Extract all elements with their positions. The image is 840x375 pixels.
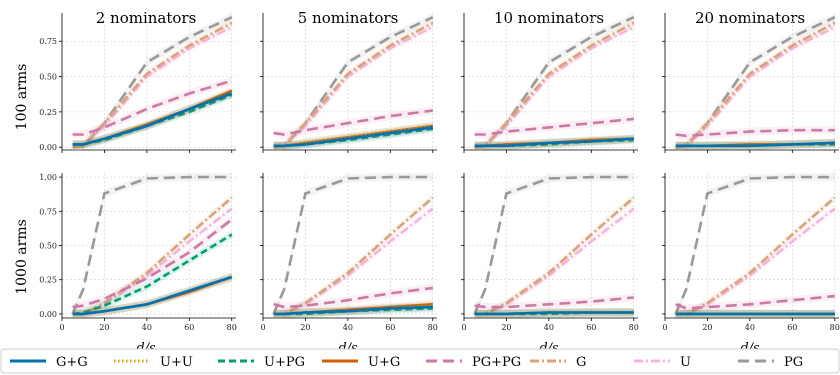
legend-label: G+G (56, 355, 88, 370)
panel-3 (461, 13, 638, 153)
x-tick-label: 80 (227, 323, 237, 332)
row-label-100-arms: 100 arms (14, 64, 30, 131)
series-band-pg (675, 13, 835, 152)
x-tick-label: 40 (142, 323, 152, 332)
legend-label: U+PG (264, 355, 305, 370)
legend-label: U+G (368, 355, 400, 370)
chart-panels: 0.00 0.25 0.50 0.75 0.00 0.25 0.50 0.75 1.00 0 20 4… (39, 13, 840, 332)
x-tick-label: 20 (702, 323, 712, 332)
panel-8: 0 20 40 60 80 (662, 173, 840, 332)
x-tick-label: 80 (629, 323, 639, 332)
legend-label: PG+PG (472, 355, 521, 370)
row-label-1000-arms: 1000 arms (14, 219, 30, 295)
y-tick-label: 0.00 (39, 143, 57, 152)
series-band-pg (273, 13, 433, 152)
series-line-pg (272, 175, 433, 315)
panel-5: 0.00 0.25 0.50 0.75 1.00 0 20 40 60 80 (39, 173, 237, 332)
panel-2 (260, 13, 437, 153)
legend-label: U (680, 355, 691, 370)
series-band-u (675, 23, 835, 152)
x-tick-label: 60 (586, 323, 596, 332)
series-line-u-plus-pg (273, 127, 433, 148)
x-tick-label: 60 (385, 323, 395, 332)
legend: G+G U+U U+PG U+G PG+PG G U PG (10, 355, 803, 370)
y-tick-label: 1.00 (39, 173, 57, 182)
x-tick-label: 40 (343, 323, 353, 332)
series-line-pg (674, 175, 835, 315)
x-tick-label: 60 (787, 323, 797, 332)
y-tick-label: 0.50 (39, 242, 57, 251)
legend-label: G (576, 355, 586, 370)
series-band-u (474, 23, 634, 152)
y-tick-label: 0.00 (39, 310, 57, 319)
series-band-g-plus-g (72, 273, 232, 318)
series-band-pg-plus-pg (474, 293, 634, 312)
legend-label: PG (784, 355, 803, 370)
x-tick-label: 20 (300, 323, 310, 332)
series-band-pg (72, 13, 232, 152)
series-band-u-plus-u (72, 89, 232, 149)
panel-1: 0.00 0.25 0.50 0.75 (39, 13, 236, 153)
series-line-pg-plus-pg (273, 286, 433, 309)
series-line-pg (473, 175, 634, 315)
series-line-g-plus-g (72, 275, 233, 316)
series-line-pg-plus-pg (474, 296, 634, 309)
series-band-u-plus-pg (72, 90, 232, 149)
x-tick-label: 0 (662, 323, 667, 332)
legend-box (0, 348, 840, 374)
x-tick-label: 40 (745, 323, 755, 332)
y-tick-label: 0.75 (39, 207, 57, 216)
panel-6: 0 20 40 60 80 (260, 173, 438, 332)
series-band-u (273, 23, 433, 152)
x-tick-label: 20 (99, 323, 109, 332)
series-line-pg-plus-pg (675, 294, 835, 310)
series-line-pg-plus-pg (72, 79, 233, 136)
x-tick-label: 80 (830, 323, 840, 332)
series-line-u-plus-pg (273, 307, 433, 316)
x-tick-label: 40 (544, 323, 554, 332)
series-line-g-plus-g (273, 126, 433, 148)
series-line-g-plus-g (273, 305, 433, 316)
series-line-g (72, 21, 233, 149)
series-line-u-plus-pg (72, 233, 233, 316)
series-line-pg (71, 175, 232, 315)
y-tick-label: 0.25 (39, 108, 57, 117)
series-band-u-plus-g (72, 86, 232, 149)
y-tick-label: 0.50 (39, 73, 57, 82)
series-band-pg-plus-pg (474, 114, 634, 139)
series-band-pg-plus-pg (72, 215, 232, 312)
series-band-pg-plus-pg (675, 292, 835, 313)
panel-7: 0 20 40 60 80 (461, 173, 639, 332)
x-tick-label: 0 (461, 323, 466, 332)
x-tick-label: 20 (501, 323, 511, 332)
series-line-g-plus-g (675, 141, 835, 148)
series-line-g-plus-g (72, 92, 233, 146)
x-tick-label: 80 (428, 323, 438, 332)
panel-4 (662, 13, 839, 153)
y-tick-label: 0.25 (39, 276, 57, 285)
series-band-u (72, 23, 232, 152)
legend-label: U+U (160, 355, 193, 370)
x-tick-label: 0 (260, 323, 265, 332)
column-title-2-nominators: 2 nominators (96, 9, 197, 27)
series-line-pg-plus-pg (474, 117, 634, 136)
series-band-pg (474, 13, 634, 152)
series-line-pg-plus-pg (675, 128, 835, 138)
x-tick-label: 0 (59, 323, 64, 332)
series-band-g-plus-g (72, 89, 232, 149)
series-line-g-plus-g (474, 137, 634, 148)
series-line-pg-plus-pg (273, 109, 433, 136)
y-tick-label: 0.75 (39, 37, 57, 46)
x-tick-label: 60 (184, 323, 194, 332)
series-band-u-plus-u (72, 273, 232, 318)
series-band-u-plus-g (72, 273, 232, 318)
series-band-u-plus-pg (72, 230, 232, 318)
series-line-g-plus-g (474, 311, 634, 316)
series-line-pg-plus-pg (72, 218, 233, 309)
